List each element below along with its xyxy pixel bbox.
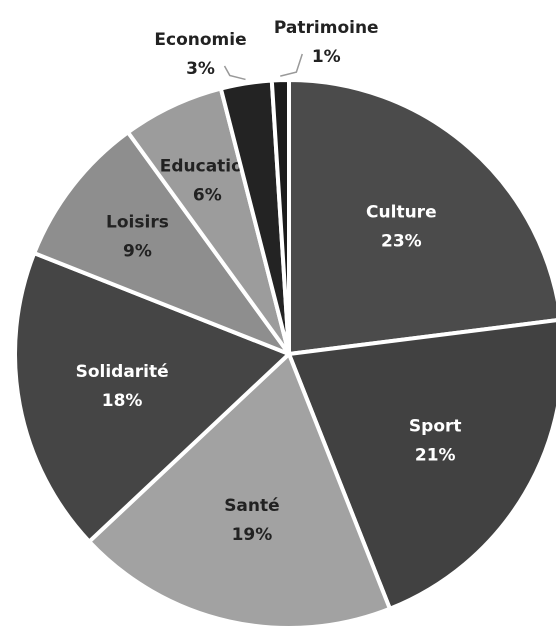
slice-value-label: 18% [102,391,143,411]
slice-value-label: 6% [193,185,222,205]
pie-slice [13,251,291,544]
slice-label: Patrimoine [274,18,379,38]
slice-label: Loisirs [106,212,169,232]
leader-line [280,53,303,77]
slice-value-label: 3% [186,59,215,79]
pie-slice [269,78,291,356]
slice-label: Solidarité [76,362,169,382]
slice-label: Education [160,156,255,176]
slice-label: Economie [154,30,246,50]
slice-label: Culture [366,203,437,223]
slice-label: Santé [224,496,279,516]
pie-slice [32,130,291,356]
pie-slice [87,352,392,630]
slice-value-label: 1% [312,47,341,67]
slice-value-label: 23% [381,232,422,252]
slice-value-label: 9% [123,241,152,261]
slice-value-label: 21% [415,445,456,465]
pie-slice [287,78,556,356]
leader-line [223,65,246,81]
pie-slice [287,318,556,611]
slice-label: Sport [409,416,462,436]
slice-value-label: 19% [232,525,273,545]
